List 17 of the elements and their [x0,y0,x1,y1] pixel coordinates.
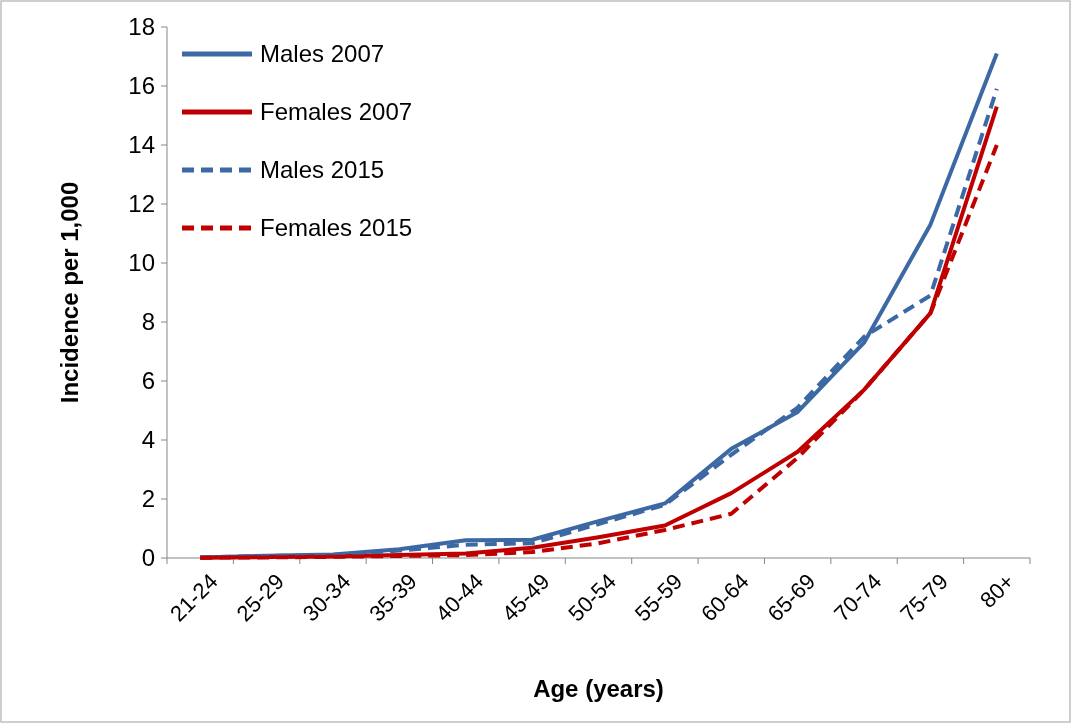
y-tick-label: 10 [128,249,155,277]
y-tick-label: 8 [141,308,155,336]
legend-label: Males 2007 [260,40,385,68]
y-tick-label: 14 [128,131,155,159]
y-tick-label: 6 [141,367,155,395]
y-tick-label: 2 [141,485,155,513]
y-tick-label: 4 [141,426,155,454]
legend-label: Males 2015 [260,156,385,184]
y-axis-title: Incidence per 1,000 [56,181,83,404]
legend-label: Females 2007 [260,98,413,126]
x-tick-label: 80+ [975,568,1020,613]
y-tick-label: 12 [128,190,155,218]
legend-label: Females 2015 [260,214,413,242]
y-tick-label: 18 [128,13,155,41]
y-tick-label: 16 [128,72,155,100]
y-tick-label: 0 [141,544,155,572]
x-axis-title: Age (years) [533,675,664,702]
